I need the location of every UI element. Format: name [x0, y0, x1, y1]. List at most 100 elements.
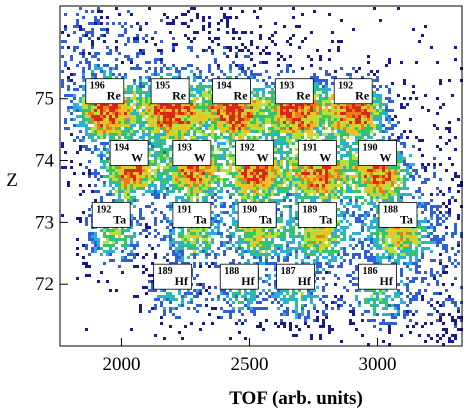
heat-cell: [400, 103, 403, 106]
heat-cell: [181, 199, 184, 202]
heat-cell: [79, 220, 82, 223]
heat-cell: [148, 163, 151, 166]
heat-cell: [163, 118, 166, 121]
heat-cell: [217, 43, 220, 46]
heat-cell: [289, 43, 292, 46]
heat-cell: [211, 145, 214, 148]
heat-cell: [184, 112, 187, 115]
heat-cell: [310, 103, 313, 106]
heat-cell: [241, 166, 244, 169]
heat-cell: [265, 190, 268, 193]
heat-cell: [187, 172, 190, 175]
heat-cell: [130, 97, 133, 100]
heat-cell: [295, 136, 298, 139]
heat-cell: [136, 91, 139, 94]
heat-cell: [445, 205, 448, 208]
heat-cell: [370, 109, 373, 112]
heat-cell: [289, 181, 292, 184]
heat-cell: [175, 178, 178, 181]
heat-cell: [127, 229, 130, 232]
heat-cell: [328, 118, 331, 121]
heat-cell: [88, 160, 91, 163]
heat-cell: [277, 127, 280, 130]
heat-cell: [61, 40, 64, 43]
heat-cell: [109, 178, 112, 181]
heat-cell: [331, 133, 334, 136]
heat-cell: [358, 115, 361, 118]
heat-cell: [196, 76, 199, 79]
heat-cell: [103, 166, 106, 169]
heat-cell: [151, 190, 154, 193]
heat-cell: [250, 196, 253, 199]
heat-cell: [259, 199, 262, 202]
heat-cell: [232, 232, 235, 235]
heat-cell: [238, 184, 241, 187]
heat-cell: [121, 124, 124, 127]
heat-cell: [247, 232, 250, 235]
heat-cell: [82, 211, 85, 214]
heat-cell: [376, 199, 379, 202]
heat-cell: [73, 103, 76, 106]
heat-cell: [448, 214, 451, 217]
heat-cell: [241, 67, 244, 70]
heat-cell: [148, 172, 151, 175]
heat-cell: [202, 28, 205, 31]
heat-cell: [412, 175, 415, 178]
heat-cell: [286, 196, 289, 199]
heat-cell: [208, 178, 211, 181]
heat-cell: [118, 112, 121, 115]
heat-cell: [262, 118, 265, 121]
heat-cell: [379, 130, 382, 133]
heat-cell: [376, 109, 379, 112]
heat-cell: [367, 187, 370, 190]
heat-cell: [283, 121, 286, 124]
heat-cell: [214, 112, 217, 115]
heat-cell: [337, 145, 340, 148]
heat-cell: [145, 178, 148, 181]
heat-cell: [76, 103, 79, 106]
heat-cell: [127, 124, 130, 127]
heat-cell: [250, 166, 253, 169]
heat-cell: [340, 112, 343, 115]
heat-cell: [346, 73, 349, 76]
heat-cell: [430, 205, 433, 208]
heat-cell: [142, 109, 145, 112]
heat-cell: [265, 193, 268, 196]
heat-cell: [247, 55, 250, 58]
heat-cell: [421, 205, 424, 208]
heat-cell: [214, 181, 217, 184]
heat-cell: [292, 133, 295, 136]
heat-cell: [385, 118, 388, 121]
heat-cell: [184, 121, 187, 124]
heat-cell: [262, 115, 265, 118]
heat-cell: [253, 91, 256, 94]
heat-cell: [457, 118, 460, 121]
heat-cell: [289, 64, 292, 67]
heat-cell: [331, 127, 334, 130]
heat-cell: [241, 109, 244, 112]
heat-cell: [175, 118, 178, 121]
heat-cell: [88, 148, 91, 151]
heat-cell: [256, 172, 259, 175]
heat-cell: [127, 118, 130, 121]
heat-cell: [409, 232, 412, 235]
heat-cell: [319, 193, 322, 196]
heat-cell: [247, 181, 250, 184]
heat-cell: [424, 181, 427, 184]
heat-cell: [292, 181, 295, 184]
heat-cell: [148, 130, 151, 133]
heat-cell: [166, 178, 169, 181]
heat-cell: [235, 178, 238, 181]
heat-cell: [76, 19, 79, 22]
heat-cell: [178, 127, 181, 130]
heat-cell: [235, 187, 238, 190]
heat-cell: [190, 196, 193, 199]
heat-cell: [331, 115, 334, 118]
heat-cell: [292, 121, 295, 124]
heat-cell: [445, 232, 448, 235]
heat-cell: [175, 169, 178, 172]
heat-cell: [97, 118, 100, 121]
heat-cell: [292, 127, 295, 130]
heat-cell: [103, 76, 106, 79]
heat-cell: [190, 109, 193, 112]
